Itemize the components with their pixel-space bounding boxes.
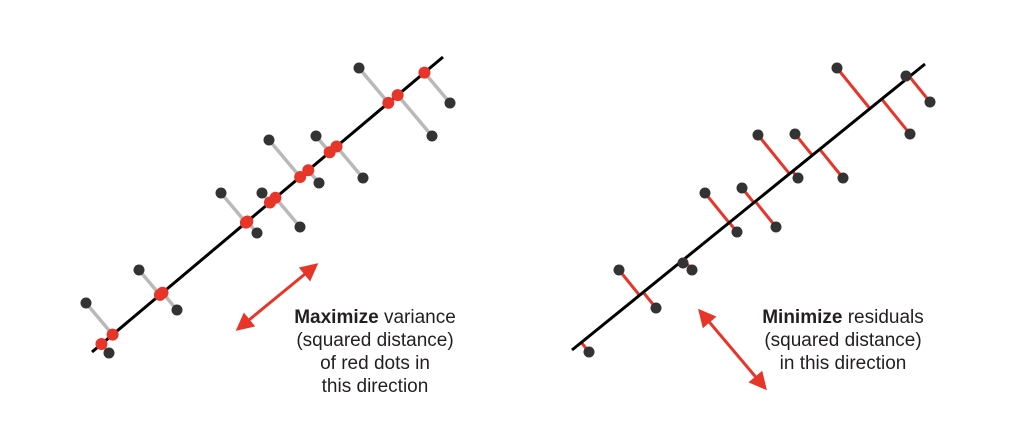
data-point [789,128,801,140]
data-point [736,182,748,194]
residual-line [818,148,845,179]
projected-point [106,328,119,341]
projected-point [95,338,108,351]
caption-text: variance [378,307,456,328]
data-points [80,62,456,359]
projected-point [330,140,343,153]
caption-line: this direction [321,376,429,397]
projected-point [241,215,254,228]
projection-line [423,71,452,105]
data-point [80,297,92,309]
data-point [426,130,438,142]
data-point [171,304,183,316]
residual-caption: Minimize residuals (squared distance) in… [730,306,956,375]
data-point [103,347,115,359]
data-point [133,264,145,276]
data-point [731,226,743,238]
caption-line: (squared distance) [764,330,922,351]
data-point [831,62,843,74]
variance-direction-arrow [235,263,319,331]
data-point [699,187,711,199]
residual-line [756,134,791,175]
data-point [583,346,595,358]
data-point [294,221,306,233]
projected-red-dots [95,66,431,351]
caption-text: residuals [842,307,924,328]
data-point [770,221,782,233]
projection-line [357,66,390,105]
data-point [904,128,916,140]
caption-bold-word: Maximize [294,307,379,328]
data-points [583,62,936,358]
data-point [924,96,936,108]
projected-point [156,286,169,299]
data-point [215,187,227,199]
residual-line [835,67,872,110]
data-point [256,187,268,199]
projection-line [84,301,114,336]
data-point [310,130,322,142]
principal-axis-line [571,62,926,352]
projection-line [274,196,302,229]
residual-panel [571,62,936,391]
data-point [353,62,365,74]
residual-line [880,98,912,135]
data-point [650,302,662,314]
data-point [900,70,912,82]
variance-panel [80,55,456,359]
data-point [313,177,325,189]
projected-point [294,171,307,184]
data-point [792,172,804,184]
projected-point [391,89,404,102]
projected-point [302,164,315,177]
projection-line [219,191,248,224]
data-point [444,97,456,109]
data-point [251,227,263,239]
caption-line: (squared distance) [296,330,454,351]
residual-line [703,192,731,224]
caption-line: of red dots in [320,353,430,374]
data-point [613,264,625,276]
projected-point [382,96,395,109]
data-point [677,257,689,269]
projected-point [269,191,282,204]
data-point [686,264,698,276]
residual-direction-arrow [698,308,767,391]
caption-line: in this direction [779,353,907,374]
projection-line [335,145,365,180]
projected-point [418,66,431,79]
data-point [263,134,275,146]
data-point [752,129,764,141]
projection-line [267,138,302,179]
variance-caption: Maximize variance (squared distance) of … [262,306,488,398]
projection-line [396,93,434,138]
data-point [357,172,369,184]
caption-bold-word: Minimize [762,307,843,328]
data-point [837,172,849,184]
